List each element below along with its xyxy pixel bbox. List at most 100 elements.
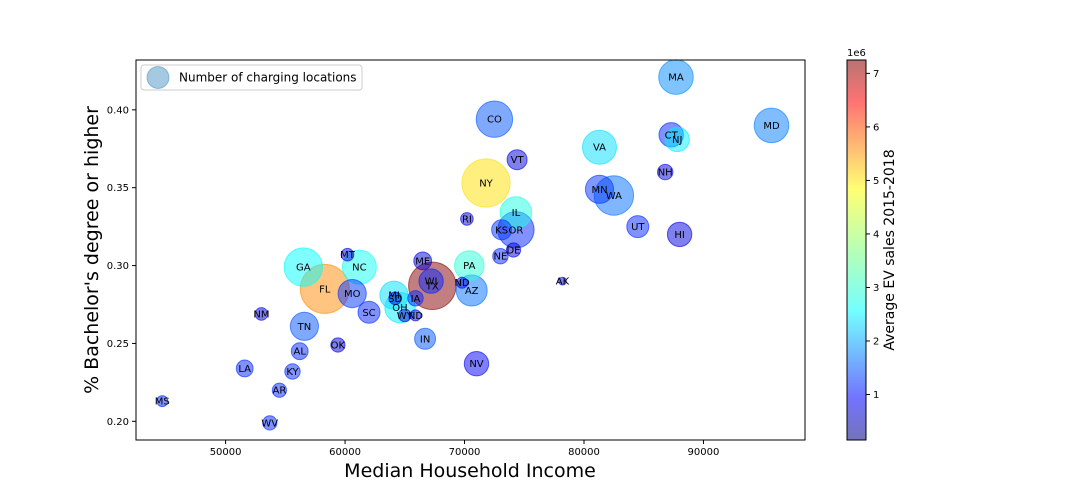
point-label-va: VA <box>593 143 606 154</box>
point-mo <box>337 279 367 309</box>
point-label-or: OR <box>508 225 523 236</box>
colorbar-gradient <box>846 59 867 441</box>
point-ne <box>492 248 509 265</box>
point-label-pa: PA <box>463 261 475 272</box>
point-label-ks: KS <box>495 225 508 236</box>
legend-box <box>140 64 363 91</box>
point-label-ct: CT <box>665 130 679 141</box>
point-label-sd: SD <box>388 294 402 305</box>
point-tn <box>289 311 319 341</box>
point-label-ma: MA <box>668 73 684 84</box>
x-tick-label: 60000 <box>329 447 361 458</box>
point-label-ny: NY <box>479 179 493 190</box>
point-co <box>475 100 514 138</box>
point-nh <box>657 163 674 181</box>
point-mn <box>584 174 615 204</box>
point-mt <box>340 247 355 262</box>
point-ks <box>491 219 513 241</box>
colorbar-tick-label: 2 <box>873 336 879 347</box>
colorbar-tick-label: 1 <box>873 390 879 401</box>
point-va <box>582 129 617 165</box>
x-tick-label: 80000 <box>568 447 600 458</box>
point-label-nc: NC <box>352 263 366 274</box>
point-label-wa: WA <box>606 191 622 202</box>
colorbar-tick-label: 7 <box>873 69 879 80</box>
point-label-az: AZ <box>465 286 479 297</box>
points-layer <box>156 59 790 431</box>
point-label-ga: GA <box>296 263 311 274</box>
x-axis: 50000 60000 70000 80000 90000 <box>210 440 720 458</box>
point-label-ak: AK <box>556 277 570 288</box>
point-ny <box>461 158 511 208</box>
point-ar <box>271 382 287 398</box>
point-label-nm: NM <box>253 309 269 320</box>
point-label-ri: RI <box>462 214 472 225</box>
point-label-hi: HI <box>674 230 684 241</box>
point-wv <box>262 415 278 431</box>
point-ak <box>558 276 567 286</box>
colorbar-tick-label: 3 <box>873 283 879 294</box>
point-label-ia: IA <box>411 294 421 305</box>
point-wi <box>418 268 444 294</box>
point-nd <box>409 309 422 322</box>
point-label-me: ME <box>415 256 430 267</box>
point-ms <box>156 395 169 408</box>
point-in <box>414 327 437 350</box>
point-me <box>413 251 433 271</box>
point-label-tx: TX <box>425 281 439 292</box>
point-label-ar: AR <box>273 386 287 397</box>
point-label-co: CO <box>487 115 502 126</box>
colorbar-ticks: 1 2 3 4 5 6 7 <box>866 69 879 401</box>
point-label-la: LA <box>238 364 251 375</box>
legend-marker <box>146 66 170 89</box>
point-label-ut: UT <box>631 222 645 233</box>
point-label-wi: WI <box>425 277 438 288</box>
point-label-mn: MN <box>591 185 607 196</box>
y-tick-label: 0.25 <box>107 339 129 350</box>
point-label-al: AL <box>293 347 306 358</box>
colorbar-tick-label: 5 <box>873 176 879 187</box>
point-label-mt: MT <box>340 250 356 261</box>
x-tick-label: 90000 <box>688 447 720 458</box>
colorbar-title: Average EV sales 2015-2018 <box>882 149 898 350</box>
point-nj <box>664 126 690 153</box>
point-md <box>753 107 790 144</box>
point-de <box>505 242 522 258</box>
point-label-ne: NE <box>493 252 507 263</box>
point-nv <box>463 351 490 377</box>
point-label-ms: MS <box>155 397 170 408</box>
point-label-nj: NJ <box>672 135 682 146</box>
x-tick-label: 70000 <box>449 447 481 458</box>
point-label-vt: VT <box>511 155 525 166</box>
point-label-tn: TN <box>297 322 312 333</box>
y-axis: 0.20 0.25 0.30 0.35 0.40 <box>107 105 136 428</box>
x-tick-label: 50000 <box>210 447 242 458</box>
point-sc <box>357 300 381 324</box>
point-vt <box>506 149 528 171</box>
point-ut <box>626 215 650 239</box>
point-label-nv: NV <box>469 359 483 370</box>
point-label-mo: MO <box>344 289 361 300</box>
x-axis-title: Median Household Income <box>344 460 596 482</box>
point-label-wy: WY <box>397 311 414 322</box>
point-label-md: MD <box>763 121 780 132</box>
point-label-ok: OK <box>331 341 346 352</box>
point-label-wv: WV <box>261 418 278 429</box>
point-la <box>235 359 254 378</box>
y-tick-label: 0.40 <box>107 105 129 116</box>
point-label-nd: ND <box>408 311 423 322</box>
y-tick-label: 0.35 <box>107 183 129 194</box>
y-tick-label: 0.30 <box>107 261 129 272</box>
point-label-oh: OH <box>392 303 407 314</box>
legend: Number of charging locations <box>140 64 363 91</box>
colorbar-exponent: 1e6 <box>847 48 866 59</box>
point-label-fl: FL <box>319 284 331 295</box>
y-tick-label: 0.20 <box>107 417 129 428</box>
point-label-nd: ND <box>455 278 470 289</box>
point-pa <box>454 250 485 281</box>
point-ia <box>407 290 424 307</box>
colorbar: 1 2 3 4 5 6 7 1e6 Average EV sales 2015-2018 <box>846 48 898 441</box>
point-nm <box>254 307 269 321</box>
